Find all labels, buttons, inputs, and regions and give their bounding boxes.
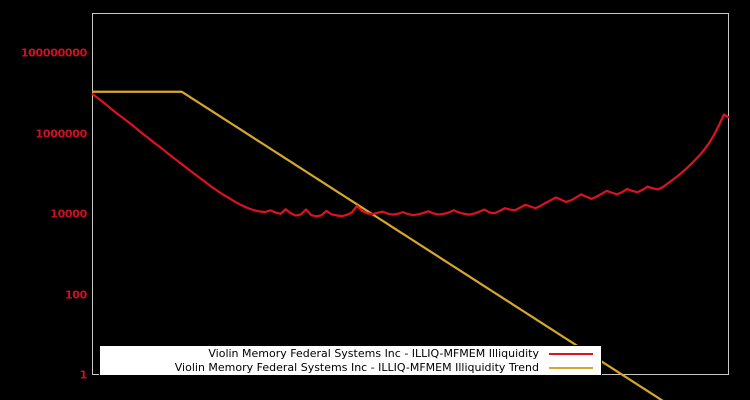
y-tick-label: 100 (64, 288, 87, 302)
y-tick-label: 1000000 (35, 127, 88, 141)
y-tick-label: 10000 (50, 207, 87, 221)
plot-area (92, 13, 729, 375)
legend-label-illiquidity: Violin Memory Federal Systems Inc - ILLI… (208, 347, 539, 360)
legend-swatch-illiquidity (549, 352, 593, 355)
legend-item-trend: Violin Memory Federal Systems Inc - ILLI… (100, 361, 601, 375)
y-tick-label: 100000000 (20, 46, 87, 60)
y-tick-label: 1 (79, 368, 88, 382)
legend-item-illiquidity: Violin Memory Federal Systems Inc - ILLI… (100, 347, 601, 361)
chart-legend: Violin Memory Federal Systems Inc - ILLI… (99, 345, 602, 376)
series-illiquidity-line (91, 92, 730, 218)
y-axis-tick-labels: 1 100 10000 1000000 100000000 (0, 0, 88, 400)
series-trend-line (92, 90, 664, 400)
legend-label-trend: Violin Memory Federal Systems Inc - ILLI… (174, 361, 539, 374)
legend-swatch-trend (549, 366, 593, 369)
